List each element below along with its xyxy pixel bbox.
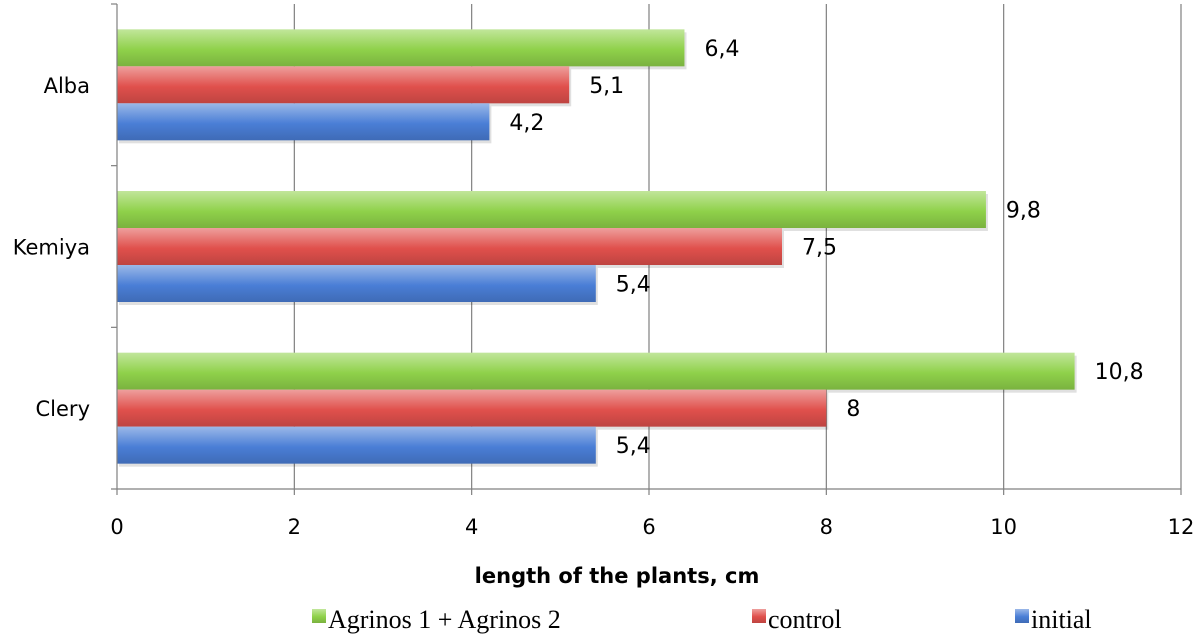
data-label: 5,1 bbox=[589, 74, 624, 99]
x-tick-label: 8 bbox=[820, 515, 833, 539]
data-label: 6,4 bbox=[704, 37, 739, 62]
legend: Agrinos 1 + Agrinos 2 control initial bbox=[312, 605, 1092, 634]
legend-swatch bbox=[312, 609, 326, 623]
data-label: 5,4 bbox=[616, 273, 651, 298]
data-labels: 10,8 8 5,4 9,8 7,5 5,4 6,4 5,1 4,2 bbox=[509, 37, 1143, 459]
data-label: 7,5 bbox=[802, 236, 837, 261]
data-label: 9,8 bbox=[1006, 199, 1041, 224]
category-label: Kemiya bbox=[13, 236, 90, 260]
bar bbox=[117, 389, 827, 427]
bar bbox=[117, 426, 596, 464]
bar bbox=[117, 228, 782, 265]
x-tick-label: 6 bbox=[642, 515, 655, 539]
x-tick-label: 4 bbox=[465, 515, 478, 539]
x-axis-title: length of the plants, cm bbox=[475, 564, 760, 588]
legend-label: Agrinos 1 + Agrinos 2 bbox=[328, 605, 561, 634]
bars bbox=[117, 29, 1077, 467]
bar bbox=[117, 103, 490, 141]
x-tick-label: 10 bbox=[990, 515, 1017, 539]
x-tick-label: 2 bbox=[288, 515, 301, 539]
legend-swatch bbox=[1015, 609, 1029, 623]
x-tick-label: 12 bbox=[1168, 515, 1195, 539]
bar bbox=[117, 352, 1075, 390]
data-label: 4,2 bbox=[509, 111, 544, 136]
bar bbox=[117, 265, 596, 302]
category-label: Alba bbox=[44, 74, 90, 98]
bar bbox=[117, 191, 986, 228]
legend-swatch bbox=[752, 609, 766, 623]
data-label: 8 bbox=[846, 397, 860, 422]
bar bbox=[117, 29, 685, 67]
category-label: Clery bbox=[36, 397, 90, 421]
legend-label: initial bbox=[1031, 605, 1092, 634]
data-label: 10,8 bbox=[1095, 360, 1144, 385]
axes: 0 2 4 6 8 10 12 Clery Kemiya Alba bbox=[13, 3, 1195, 539]
legend-label: control bbox=[768, 605, 842, 634]
bar bbox=[117, 66, 570, 104]
data-label: 5,4 bbox=[616, 434, 651, 459]
x-tick-label: 0 bbox=[110, 515, 123, 539]
